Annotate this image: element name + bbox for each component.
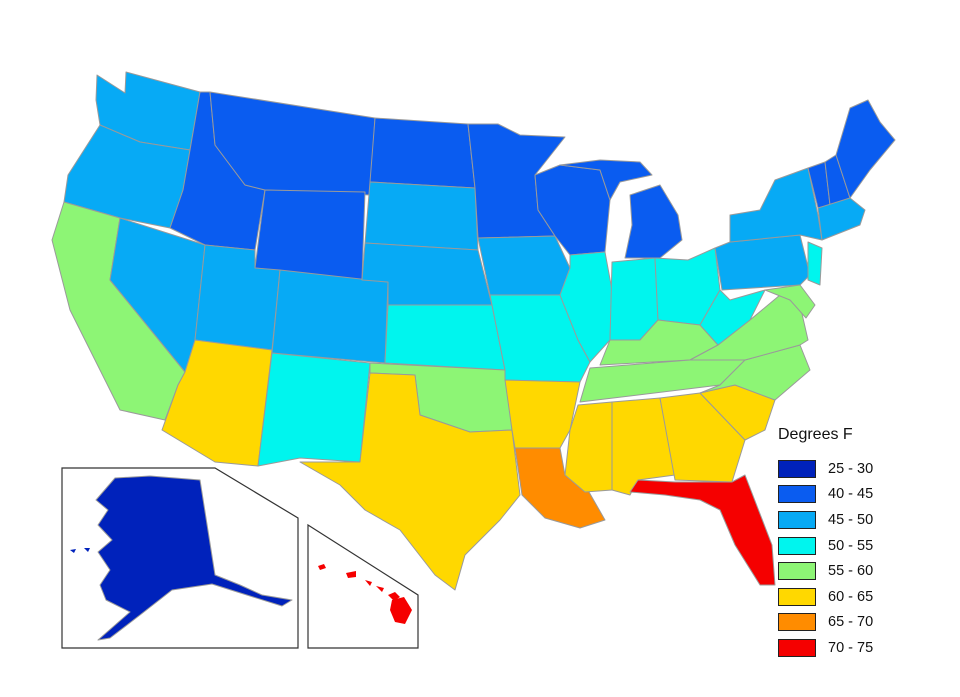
state-ak bbox=[95, 475, 293, 641]
state-pa bbox=[714, 234, 811, 291]
legend: Degrees F 25 - 30 40 - 45 45 - 50 50 - 55 55… bbox=[778, 426, 938, 661]
legend-swatch bbox=[778, 613, 816, 632]
state-ks bbox=[384, 304, 506, 371]
state-ia bbox=[477, 235, 571, 296]
state-nj bbox=[807, 241, 823, 286]
legend-label: 55 - 60 bbox=[828, 563, 874, 580]
legend-item: 55 - 60 bbox=[778, 558, 938, 584]
state-hi bbox=[318, 564, 412, 624]
legend-item: 60 - 65 bbox=[778, 584, 938, 610]
legend-label: 25 - 30 bbox=[828, 460, 874, 477]
legend-swatch bbox=[778, 485, 816, 504]
state-mi bbox=[559, 159, 683, 259]
state-nm bbox=[257, 352, 371, 467]
legend-label: 40 - 45 bbox=[828, 486, 874, 503]
state-il bbox=[559, 251, 613, 363]
legend-label: 50 - 55 bbox=[828, 537, 874, 554]
state-md bbox=[764, 284, 816, 319]
legend-swatch bbox=[778, 587, 816, 606]
state-ga bbox=[659, 392, 746, 483]
legend-label: 45 - 50 bbox=[828, 511, 874, 528]
legend-item: 45 - 50 bbox=[778, 507, 938, 533]
legend-swatch bbox=[778, 510, 816, 529]
legend-swatch bbox=[778, 536, 816, 555]
state-nd bbox=[369, 117, 476, 189]
state-fl bbox=[629, 474, 776, 586]
legend-swatch bbox=[778, 459, 816, 478]
legend-swatch bbox=[778, 638, 816, 657]
legend-item: 25 - 30 bbox=[778, 456, 938, 482]
state-ny bbox=[729, 167, 823, 243]
legend-item: 50 - 55 bbox=[778, 533, 938, 559]
aleutian-islands bbox=[70, 548, 90, 553]
legend-item: 65 - 70 bbox=[778, 610, 938, 636]
hawaii-inset-frame bbox=[307, 523, 419, 649]
state-ma bbox=[817, 197, 866, 241]
state-me bbox=[835, 99, 896, 199]
state-la bbox=[514, 447, 606, 529]
legend-label: 60 - 65 bbox=[828, 588, 874, 605]
legend-title: Degrees F bbox=[778, 426, 853, 443]
state-tx bbox=[299, 372, 521, 591]
legend-label: 65 - 70 bbox=[828, 614, 874, 631]
legend-swatch bbox=[778, 562, 816, 581]
legend-item: 70 - 75 bbox=[778, 635, 938, 661]
state-sd bbox=[364, 181, 479, 251]
legend-item: 40 - 45 bbox=[778, 482, 938, 508]
state-wy bbox=[254, 189, 366, 281]
state-co bbox=[271, 269, 389, 364]
legend-label: 70 - 75 bbox=[828, 639, 874, 656]
